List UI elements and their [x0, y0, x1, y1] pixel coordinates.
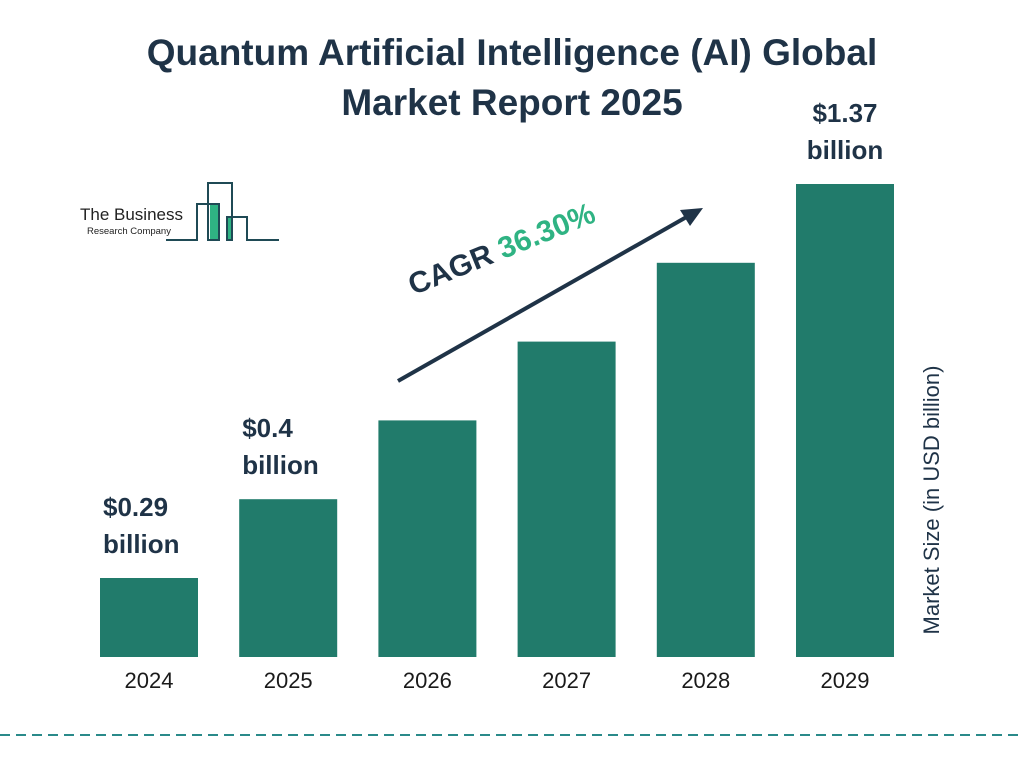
bar-2026	[378, 420, 477, 657]
x-tick-label: 2029	[821, 668, 870, 693]
y-axis-label: Market Size (in USD billion)	[919, 365, 944, 635]
logo-text-1: The Business	[80, 205, 183, 224]
bar-2025	[239, 499, 338, 657]
x-tick-label: 2025	[264, 668, 313, 693]
bar-2029	[796, 184, 894, 657]
data-label: billion	[807, 135, 884, 165]
data-label: $1.37	[812, 98, 877, 128]
x-tick-label: 2027	[542, 668, 591, 693]
title-line-2: Market Report 2025	[341, 82, 683, 123]
bar-2028	[656, 262, 755, 657]
data-label: billion	[242, 450, 319, 480]
bar-2027	[517, 341, 616, 657]
bar-2024	[100, 578, 198, 657]
x-tick-label: 2028	[681, 668, 730, 693]
cagr-arrow-line	[397, 213, 691, 383]
data-label: $0.4	[242, 413, 293, 443]
data-label: billion	[103, 529, 180, 559]
x-tick-label: 2024	[125, 668, 174, 693]
data-label: $0.29	[103, 492, 168, 522]
x-tick-label: 2026	[403, 668, 452, 693]
title-line-1: Quantum Artificial Intelligence (AI) Glo…	[146, 32, 878, 73]
chart-title: Quantum Artificial Intelligence (AI) Glo…	[0, 28, 1024, 128]
cagr-arrow-head	[680, 208, 703, 226]
logo-text-2: Research Company	[87, 226, 171, 237]
